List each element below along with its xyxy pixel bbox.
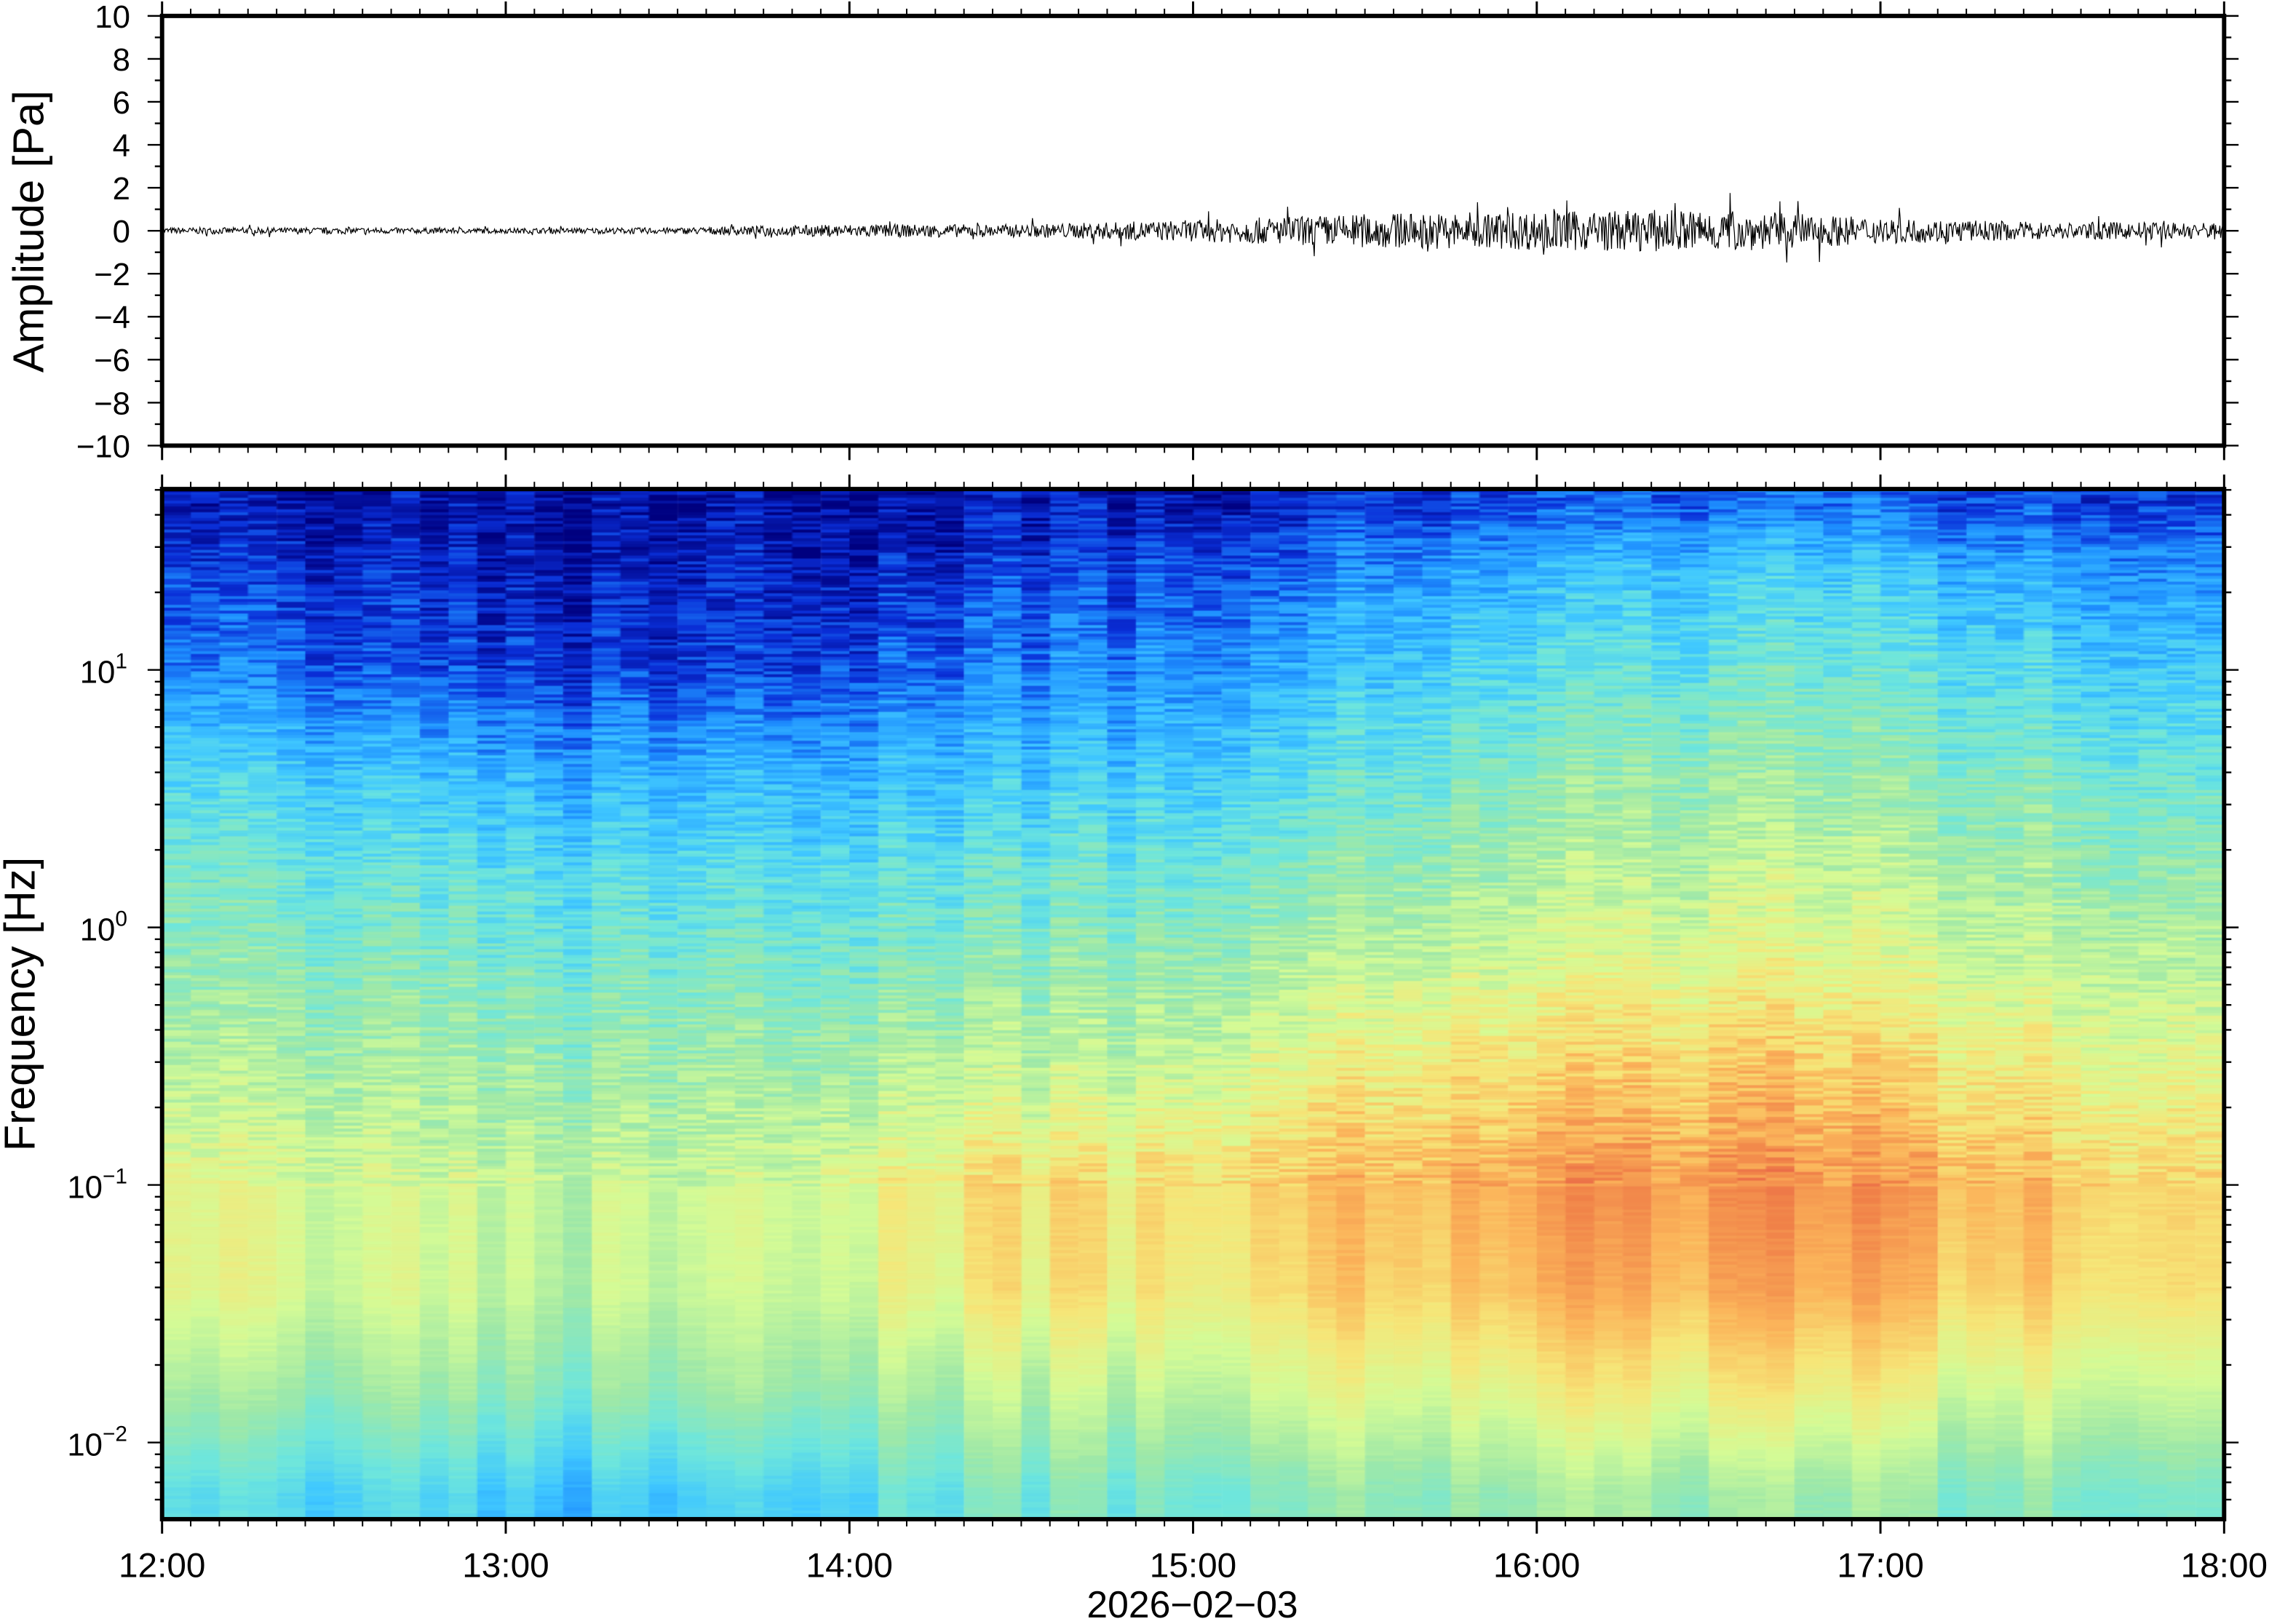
amplitude-axis-label: Amplitude [Pa] [4,90,53,373]
x-tick-label: 14:00 [806,1546,893,1585]
amplitude-tick-label: 0 [113,214,130,250]
amplitude-tick-label: 6 [113,85,130,121]
amplitude-tick-label: −6 [94,343,130,378]
amplitude-tick-label: 10 [95,0,130,35]
frequency-tick-label: 10−1 [67,1165,127,1206]
x-tick-label: 13:00 [462,1546,549,1585]
amplitude-tick-label: 2 [113,171,130,207]
amplitude-tick-label: 8 [113,42,130,78]
amplitude-tick-label: −8 [94,386,130,421]
date-axis-label: 2026−02−03 [1086,1583,1298,1623]
x-tick-label: 18:00 [2181,1546,2268,1585]
frequency-tick-label: 10−2 [67,1422,127,1463]
spectrogram-heatmap [162,489,2225,1519]
spectrogram-frame [159,487,2227,1521]
axis-ticks [147,1,2239,1534]
x-tick-label: 12:00 [119,1546,205,1585]
waveform-series [162,193,2225,263]
waveform-line [162,193,2225,263]
amplitude-tick-label: 4 [113,128,130,164]
frequency-tick-label: 100 [80,907,127,948]
amplitude-tick-label: −10 [76,429,130,464]
frequency-tick-label: 101 [80,650,127,690]
amplitude-tick-label: −2 [94,257,130,292]
frequency-axis-label: Frequency [Hz] [0,857,44,1151]
x-tick-label: 15:00 [1150,1546,1236,1585]
amplitude-tick-label: −4 [94,300,130,335]
x-tick-label: 16:00 [1493,1546,1580,1585]
tick-labels: 12:00 13:00 14:00 15:00 16:00 17:00 18:00 10 8 6 4… [67,0,2268,1585]
x-tick-label: 17:00 [1837,1546,1923,1585]
